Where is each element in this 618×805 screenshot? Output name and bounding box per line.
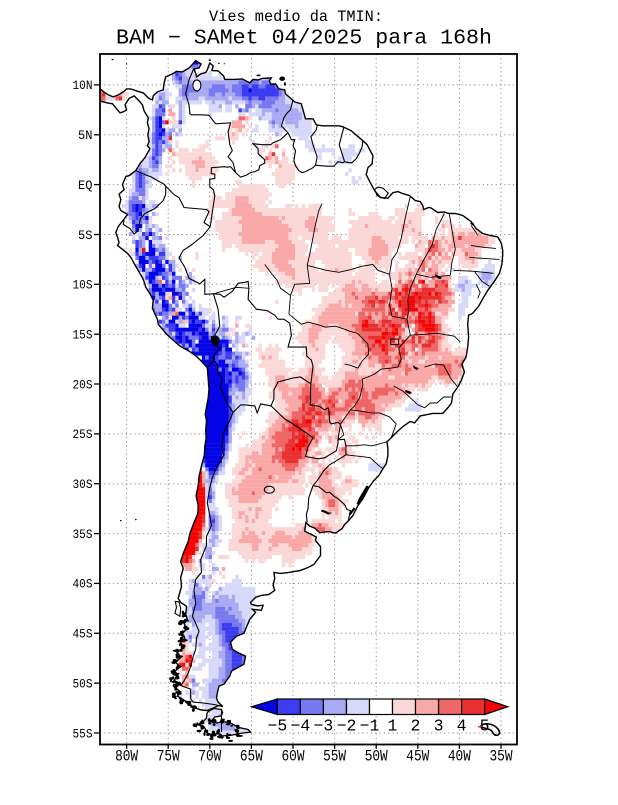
svg-text:5N: 5N [78, 128, 93, 143]
svg-text:−5: −5 [267, 717, 287, 736]
svg-text:10N: 10N [73, 78, 93, 93]
svg-text:−3: −3 [313, 717, 333, 736]
svg-text:−4: −4 [290, 717, 310, 736]
svg-text:40S: 40S [73, 577, 93, 592]
svg-text:70W: 70W [198, 748, 222, 766]
svg-text:25S: 25S [73, 427, 93, 442]
svg-text:45S: 45S [73, 627, 93, 642]
svg-text:BAM − SAMet 04/2025 para 168h: BAM − SAMet 04/2025 para 168h [116, 28, 492, 51]
svg-text:55S: 55S [73, 726, 93, 741]
svg-text:5S: 5S [78, 228, 93, 243]
svg-text:−2: −2 [337, 717, 357, 736]
svg-text:75W: 75W [157, 748, 181, 766]
svg-text:20S: 20S [73, 377, 93, 392]
svg-text:60W: 60W [282, 748, 306, 766]
svg-text:40W: 40W [448, 748, 472, 766]
svg-text:30S: 30S [73, 477, 93, 492]
svg-text:35S: 35S [73, 527, 93, 542]
svg-text:5: 5 [480, 717, 490, 736]
svg-text:−1: −1 [360, 717, 380, 736]
svg-text:50S: 50S [73, 676, 93, 691]
svg-text:2: 2 [411, 717, 421, 736]
svg-text:35W: 35W [490, 748, 514, 766]
svg-text:EQ: EQ [78, 178, 93, 193]
svg-text:10S: 10S [73, 278, 93, 293]
svg-text:15S: 15S [73, 328, 93, 343]
svg-text:Vies medio da TMIN:: Vies medio da TMIN: [209, 8, 383, 26]
svg-text:1: 1 [388, 717, 398, 736]
svg-text:50W: 50W [365, 748, 389, 766]
svg-text:55W: 55W [323, 748, 347, 766]
svg-text:80W: 80W [115, 748, 139, 766]
svg-text:4: 4 [457, 717, 467, 736]
svg-text:65W: 65W [240, 748, 264, 766]
svg-text:45W: 45W [406, 748, 430, 766]
svg-text:3: 3 [434, 717, 444, 736]
